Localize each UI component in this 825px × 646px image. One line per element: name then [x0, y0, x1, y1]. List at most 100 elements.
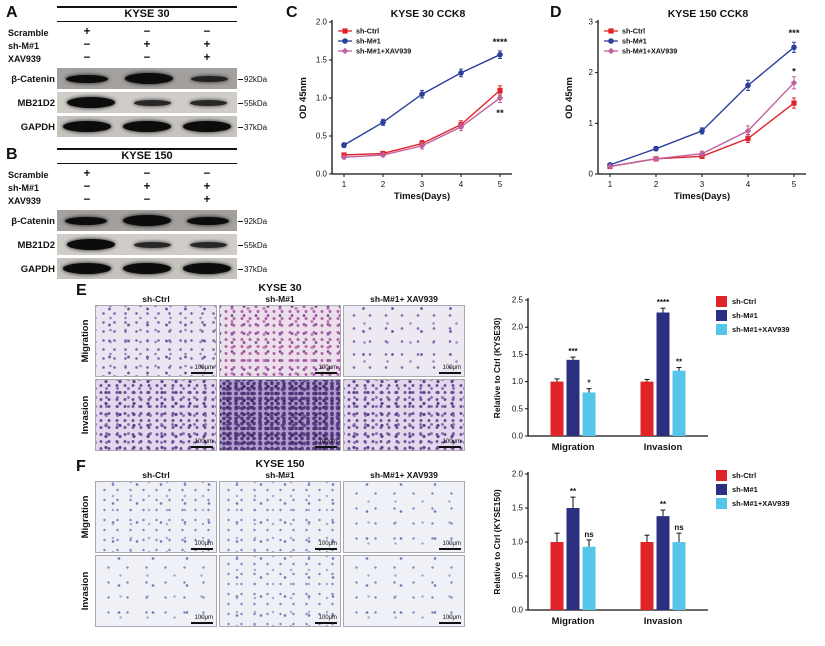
- svg-text:2: 2: [589, 68, 594, 77]
- legend-swatch: [716, 324, 727, 335]
- legend-label: sh-M#1: [732, 311, 758, 320]
- legend-label: sh-M#1+XAV939: [732, 325, 790, 334]
- svg-text:Invasion: Invasion: [644, 442, 683, 453]
- panel-b-label: B: [6, 146, 18, 163]
- svg-text:2: 2: [381, 180, 386, 189]
- panel-c-label: C: [286, 4, 298, 21]
- kyse30-transwell-bar-chart: 0.0 0.5 1.0 1.5 2.0 2.5 Relative to Ctrl (KYSE…: [492, 288, 710, 460]
- blot-band: [65, 216, 107, 225]
- kyse30-cck8-chart: KYSE 30 CCK8 0.0 0.5 1.0 1.5 2.0 1 2 3 4 5 Times(Da…: [298, 6, 526, 204]
- panel-f-title: KYSE 150: [255, 458, 305, 470]
- scale-label: 100μm: [442, 615, 461, 621]
- svg-text:*: *: [792, 67, 796, 78]
- svg-text:1: 1: [608, 180, 613, 189]
- svg-text:4: 4: [746, 180, 751, 189]
- blot-band: [125, 73, 174, 84]
- transwell-kyse150-invasion-sh-m1-xav939: 100μm: [343, 555, 465, 627]
- svg-text:****: ****: [493, 37, 508, 48]
- plus-minus-mark: −: [83, 194, 91, 206]
- blot-band: [66, 239, 115, 250]
- svg-text:1.0: 1.0: [316, 94, 328, 103]
- svg-text:***: ***: [788, 28, 799, 39]
- scale-bar: 100μm: [191, 615, 213, 624]
- scale-label: 100μm: [318, 439, 337, 445]
- svg-text:****: ****: [657, 298, 670, 307]
- row-label-migration: Migration: [80, 495, 91, 539]
- scale-label: 100μm: [318, 365, 337, 371]
- blot-band: [123, 121, 171, 132]
- svg-text:2.0: 2.0: [512, 470, 524, 479]
- row-label-invasion: Invasion: [80, 571, 91, 611]
- legend-label: sh-M#1: [732, 485, 758, 494]
- condition-row: Scramble + − −: [8, 26, 237, 39]
- blot-band: [65, 74, 108, 83]
- kda-label: 55kDa: [238, 99, 267, 108]
- panel-f-label: F: [76, 458, 86, 475]
- scale-bar: 100μm: [439, 541, 461, 550]
- svg-text:sh-Ctrl: sh-Ctrl: [356, 27, 379, 36]
- blot-strip-beta-catenin: [57, 210, 237, 231]
- condition-name: XAV939: [8, 195, 41, 206]
- svg-text:1.5: 1.5: [512, 504, 524, 513]
- kda-label: 92kDa: [238, 75, 267, 84]
- condition-row: Scramble + − −: [8, 168, 237, 181]
- legend-swatch: [716, 470, 727, 481]
- panel-b: B KYSE 150 Scramble + − − sh-M#1 − + + XAV93…: [6, 146, 278, 284]
- condition-name: Scramble: [8, 27, 49, 38]
- legend-swatch: [716, 498, 727, 509]
- blot-band: [63, 263, 111, 274]
- svg-text:ns: ns: [674, 523, 684, 532]
- svg-text:2.0: 2.0: [316, 18, 328, 27]
- svg-text:4: 4: [459, 180, 464, 189]
- kda-tick: [238, 78, 243, 81]
- svg-text:0: 0: [589, 170, 594, 179]
- svg-text:Migration: Migration: [552, 616, 595, 627]
- row-label-invasion: Invasion: [80, 395, 91, 435]
- panel-a-cellline-title: KYSE 30: [57, 6, 237, 22]
- scale-bar: 100μm: [191, 365, 213, 374]
- svg-text:2.5: 2.5: [512, 296, 524, 305]
- blot-band: [190, 241, 228, 248]
- svg-text:***: ***: [568, 347, 578, 356]
- svg-text:sh-Ctrl: sh-Ctrl: [622, 27, 645, 36]
- blot-band: [191, 75, 229, 82]
- blot-strip-mb21d2: [57, 234, 237, 255]
- blot-band: [183, 121, 231, 132]
- transwell-kyse30-migration-sh-ctrl: 100μm: [95, 305, 217, 377]
- plus-minus-mark: −: [143, 26, 151, 38]
- svg-text:**: **: [676, 357, 683, 366]
- svg-text:**: **: [570, 487, 577, 496]
- blot-band: [187, 216, 229, 225]
- condition-name: sh-M#1: [8, 40, 40, 51]
- plus-minus-mark: −: [143, 52, 151, 64]
- svg-text:5: 5: [498, 180, 503, 189]
- plus-minus-mark: +: [143, 39, 151, 51]
- kda-tick: [238, 244, 243, 247]
- condition-marks: − − +: [57, 52, 237, 65]
- scale-label: 100μm: [442, 365, 461, 371]
- panel-b-cellline-title: KYSE 150: [57, 148, 237, 164]
- panel-a-label: A: [6, 4, 18, 21]
- svg-text:sh-M#1+XAV939: sh-M#1+XAV939: [622, 47, 677, 56]
- svg-text:Migration: Migration: [552, 442, 595, 453]
- svg-text:0.0: 0.0: [512, 606, 524, 615]
- svg-text:3: 3: [420, 180, 425, 189]
- transwell-kyse150-migration-sh-ctrl: 100μm: [95, 481, 217, 553]
- kda-label: 92kDa: [238, 217, 267, 226]
- plus-minus-mark: +: [203, 52, 211, 64]
- column-header: sh-M#1: [265, 470, 295, 480]
- legend-label: sh-Ctrl: [732, 471, 757, 480]
- transwell-kyse150-invasion-sh-ctrl: 100μm: [95, 555, 217, 627]
- svg-text:1: 1: [342, 180, 347, 189]
- kda-label: 37kDa: [238, 123, 267, 132]
- kyse150-transwell-bar-chart: 0.0 0.5 1.0 1.5 2.0 Relative to Ctrl (KYSE150…: [492, 462, 710, 634]
- svg-text:2: 2: [654, 180, 659, 189]
- blot-strip-gapdh: [57, 258, 237, 279]
- blot-strip-beta-catenin: [57, 68, 237, 89]
- svg-text:1: 1: [589, 119, 594, 128]
- transwell-kyse150-migration-sh-m1: 100μm: [219, 481, 341, 553]
- kda-tick: [238, 268, 243, 271]
- blot-band: [123, 215, 171, 226]
- legend-swatch: [716, 296, 727, 307]
- svg-text:OD 45nm: OD 45nm: [564, 77, 575, 119]
